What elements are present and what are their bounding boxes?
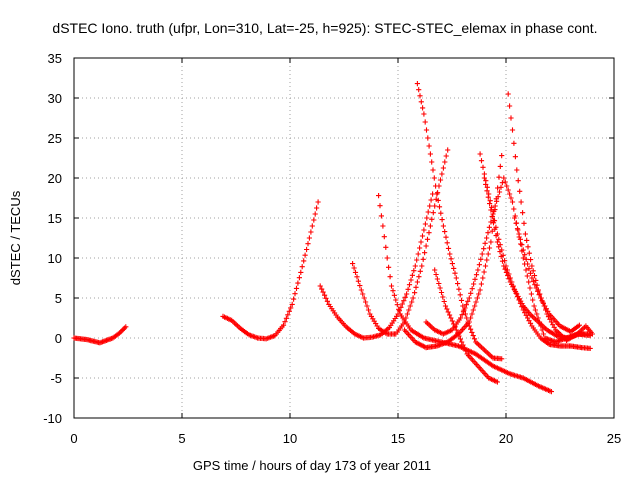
series-4-points <box>350 147 451 337</box>
series-13-points <box>512 215 582 335</box>
y-tick-label: 30 <box>48 91 62 106</box>
series-2-points <box>220 199 321 342</box>
x-tick-label: 20 <box>499 431 513 446</box>
y-tick-label: 10 <box>48 251 62 266</box>
y-axis-label: dSTEC / TECUs <box>8 190 23 285</box>
axes-ticks: 0 5 10 15 20 25 -10 -5 0 5 10 15 20 25 30 35 <box>43 51 621 446</box>
x-tick-label: 0 <box>70 431 77 446</box>
y-tick-label: 35 <box>48 51 62 66</box>
series-5-points <box>376 193 554 395</box>
grid <box>74 58 614 418</box>
series-11-points <box>432 267 500 385</box>
y-tick-label: -10 <box>43 411 62 426</box>
y-tick-label: 0 <box>55 331 62 346</box>
y-tick-label: 25 <box>48 131 62 146</box>
series-3-points <box>317 191 436 341</box>
x-tick-label: 10 <box>283 431 297 446</box>
series-8-points <box>423 175 593 345</box>
x-tick-label: 5 <box>178 431 185 446</box>
series-group <box>71 81 595 395</box>
x-axis-label: GPS time / hours of day 173 of year 2011 <box>193 458 431 473</box>
y-tick-label: 20 <box>48 171 62 186</box>
series-12-points <box>505 91 595 343</box>
plot-frame <box>73 57 615 419</box>
series-1-points <box>71 324 129 346</box>
y-tick-label: -5 <box>50 371 62 386</box>
x-tick-label: 15 <box>391 431 405 446</box>
x-tick-label: 25 <box>607 431 621 446</box>
y-tick-label: 5 <box>55 291 62 306</box>
y-tick-label: 15 <box>48 211 62 226</box>
series-6-points <box>414 81 505 362</box>
chart-title: dSTEC Iono. truth (ufpr, Lon=310, Lat=-2… <box>52 20 597 36</box>
